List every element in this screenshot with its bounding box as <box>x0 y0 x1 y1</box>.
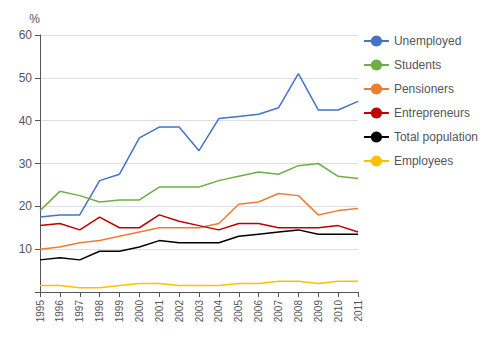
svg-text:2001: 2001 <box>154 300 165 323</box>
svg-text:2004: 2004 <box>213 300 224 323</box>
svg-text:Total population: Total population <box>394 130 478 144</box>
svg-text:2003: 2003 <box>194 300 205 323</box>
svg-text:50: 50 <box>19 71 33 85</box>
svg-text:Employees: Employees <box>394 154 453 168</box>
svg-text:2002: 2002 <box>174 300 185 323</box>
svg-text:1997: 1997 <box>74 300 85 323</box>
svg-text:%: % <box>29 12 40 26</box>
svg-text:10: 10 <box>19 242 33 256</box>
svg-text:1998: 1998 <box>94 300 105 323</box>
svg-text:Unemployed: Unemployed <box>394 34 461 48</box>
svg-text:30: 30 <box>19 157 33 171</box>
svg-text:2011: 2011 <box>353 300 364 322</box>
svg-text:2009: 2009 <box>313 300 324 323</box>
svg-text:2007: 2007 <box>273 300 284 323</box>
svg-text:2010: 2010 <box>333 300 344 323</box>
svg-text:2005: 2005 <box>233 300 244 323</box>
svg-text:40: 40 <box>19 114 33 128</box>
svg-text:1999: 1999 <box>114 300 125 323</box>
svg-text:1996: 1996 <box>54 300 65 323</box>
svg-text:Students: Students <box>394 58 441 72</box>
svg-text:2000: 2000 <box>134 300 145 323</box>
svg-text:Entrepreneurs: Entrepreneurs <box>394 106 470 120</box>
svg-text:20: 20 <box>19 199 33 213</box>
svg-text:1995: 1995 <box>35 300 46 323</box>
svg-text:Pensioners: Pensioners <box>394 82 454 96</box>
svg-text:2006: 2006 <box>253 300 264 323</box>
svg-text:2008: 2008 <box>293 300 304 323</box>
svg-text:60: 60 <box>19 28 33 42</box>
